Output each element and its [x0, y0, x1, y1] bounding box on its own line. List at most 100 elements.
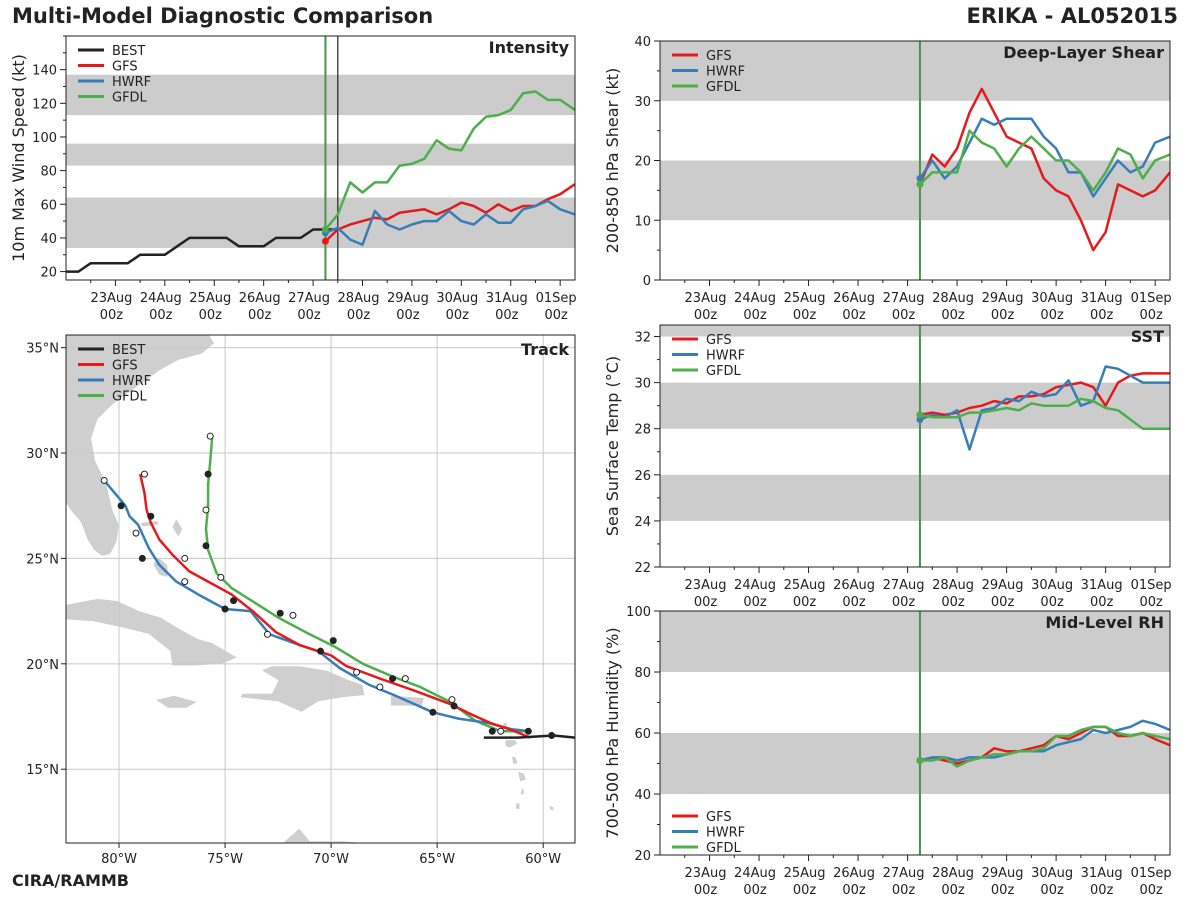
intensity-legend-label-gfdl: GFDL	[112, 91, 148, 106]
sst-xtick-label-day: 24Aug	[734, 578, 776, 593]
track-legend-label-hwrf: HWRF	[112, 374, 151, 389]
shear-xtick-label-day: 29Aug	[982, 291, 1024, 306]
rh-legend-label-gfdl: GFDL	[706, 841, 742, 856]
intensity-xtick-label-hour: 00z	[446, 308, 470, 323]
rh-legend-label-hwrf: HWRF	[706, 826, 745, 841]
intensity-ytick-label: 20	[40, 266, 57, 281]
sst-start-marker-gfdl	[916, 411, 924, 419]
sst-ytick-label: 32	[634, 331, 651, 346]
track-marker-gfs	[450, 702, 458, 710]
sst-xtick-label-day: 31Aug	[1081, 578, 1123, 593]
martinique-land	[517, 770, 527, 783]
intensity-frame	[65, 35, 576, 281]
intensity-start-marker-gfdl	[321, 226, 329, 234]
sst-series-gfs	[919, 372, 1170, 417]
barbados-land	[549, 804, 555, 813]
intensity-series-gfdl	[324, 90, 575, 231]
track-xtick-label: 70°W	[313, 852, 349, 867]
sst-ytick-label: 22	[634, 561, 651, 576]
shear-xtick-label-day: 27Aug	[883, 291, 925, 306]
rh-ytick-label: 80	[634, 666, 651, 681]
sst-xtick-label-day: 29Aug	[982, 578, 1024, 593]
sst-ytick-label: 30	[634, 377, 651, 392]
track-marker-gfs	[230, 597, 238, 605]
shear-legend-label-hwrf: HWRF	[706, 65, 745, 80]
shear-series-gfdl	[919, 129, 1170, 192]
track-panel: 80°W 75°W 70°W 65°W 60°W 15°N 20°N 25°N 30°N 35°N…	[26, 334, 576, 867]
sst-xtick-label-hour: 00z	[991, 595, 1015, 610]
track-series-hwrf	[103, 479, 531, 733]
sst-xtick-label-day: 25Aug	[784, 578, 826, 593]
track-ytick-label: 20°N	[26, 658, 59, 673]
rh-band-0	[660, 733, 1170, 794]
cuba-land	[66, 598, 239, 667]
rh-xtick-label-hour: 00z	[1139, 883, 1163, 898]
track-marker-hwrf	[117, 502, 125, 510]
track-marker-hwrf	[181, 578, 189, 586]
shear-xtick-label-hour: 00z	[1139, 308, 1163, 323]
rh-xtick-label-hour: 00z	[694, 883, 718, 898]
shear-xtick-label-day: 24Aug	[734, 291, 776, 306]
jamaica-land	[154, 694, 199, 709]
intensity-legend-label-gfs: GFS	[112, 60, 138, 75]
rh-xtick-label-day: 01Sep	[1131, 866, 1172, 881]
intensity-xtick-label-hour: 00z	[347, 308, 371, 323]
shear-xtick-label-day: 26Aug	[833, 291, 875, 306]
rh-xtick-label-day: 24Aug	[734, 866, 776, 881]
sst-xtick-label-hour: 00z	[1139, 595, 1163, 610]
sst-ylabel: Sea Surface Temp (°C)	[603, 356, 622, 536]
track-xtick-label: 75°W	[207, 852, 243, 867]
intensity-ylabel: 10m Max Wind Speed (kt)	[9, 54, 28, 262]
intensity-xtick-label-hour: 00z	[396, 308, 420, 323]
intensity-xtick-label-day: 23Aug	[90, 291, 132, 306]
shear-ytick-label: 10	[634, 214, 651, 229]
intensity-xtick-label-day: 31Aug	[486, 291, 528, 306]
credit-label: CIRA/RAMMB	[12, 871, 129, 890]
track-legend-label-best: BEST	[112, 343, 145, 358]
track-marker-hwrf	[317, 647, 324, 655]
intensity-title: Intensity	[489, 38, 570, 57]
track-marker-gfdl	[202, 506, 210, 514]
shear-panel: 0 10 20 30 40 23Aug 00z 24Aug 00z 25Aug 00z 26Aug 00…	[603, 35, 1172, 323]
track-marker-gfs	[401, 675, 409, 683]
st-vincent-land	[515, 802, 521, 810]
track-marker-gfdl	[202, 542, 210, 550]
intensity-xtick-label-day: 25Aug	[189, 291, 231, 306]
page-title: Multi-Model Diagnostic Comparison	[12, 4, 434, 28]
track-marker-best	[548, 731, 556, 739]
track-ytick-label: 30°N	[26, 447, 59, 462]
shear-xtick-label-hour: 00z	[793, 308, 817, 323]
rh-panel: 20 40 60 80 100 23Aug 00z 24Aug 00z 25Aug 00z 26Aug…	[603, 605, 1172, 898]
intensity-xtick-label-day: 28Aug	[338, 291, 380, 306]
sst-band-0	[660, 474, 1170, 521]
sst-frame	[659, 324, 1171, 568]
track-marker-hwrf	[138, 554, 146, 562]
track-marker-gfdl	[217, 573, 225, 581]
rh-ytick-label: 60	[634, 727, 651, 742]
track-marker-gfs	[329, 637, 337, 645]
rh-xtick-label-hour: 00z	[1040, 883, 1064, 898]
track-marker-hwrf	[100, 476, 108, 484]
sst-band-2	[660, 325, 1170, 337]
intensity-xtick-label-hour: 00z	[248, 308, 272, 323]
intensity-ytick-label: 100	[32, 131, 57, 146]
track-marker-hwrf	[132, 529, 140, 537]
shear-xtick-label-hour: 00z	[941, 308, 965, 323]
shear-title: Deep-Layer Shear	[1003, 43, 1164, 62]
storm-id: ERIKA - AL052015	[966, 4, 1179, 28]
shear-series-gfs	[918, 87, 1170, 252]
track-plot-area	[66, 335, 575, 843]
track-title: Track	[521, 340, 569, 359]
track-marker-gfdl	[448, 696, 456, 704]
rh-xtick-label-day: 28Aug	[932, 866, 974, 881]
intensity-legend-label-best: BEST	[112, 44, 145, 59]
sst-series-hwrf	[919, 365, 1170, 451]
track-marker-hwrf	[263, 630, 271, 638]
intensity-ytick-label: 60	[40, 198, 57, 213]
shear-start-marker-hwrf	[916, 174, 924, 182]
shear-xtick-label-day: 23Aug	[685, 291, 727, 306]
shear-xtick-label-day: 30Aug	[1031, 291, 1073, 306]
track-xtick-label: 80°W	[101, 852, 137, 867]
intensity-xtick-label-day: 24Aug	[140, 291, 182, 306]
shear-legend-label-gfs: GFS	[706, 49, 732, 64]
